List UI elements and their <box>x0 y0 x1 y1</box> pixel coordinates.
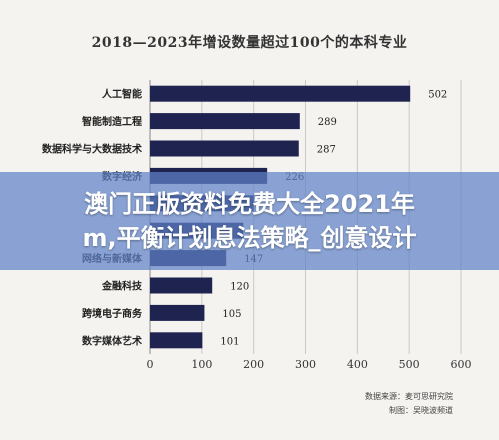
x-tick-label: 200 <box>243 358 264 371</box>
value-label: 105 <box>222 309 241 320</box>
value-label: 502 <box>428 90 447 101</box>
value-label: 120 <box>230 282 249 293</box>
value-label: 287 <box>317 145 336 156</box>
bar-2 <box>150 140 299 157</box>
x-tick-label: 300 <box>295 358 316 371</box>
category-label: 智能制造工程 <box>82 115 142 128</box>
bar-0 <box>150 85 411 102</box>
x-tick-label: 600 <box>451 358 472 371</box>
category-label: 金融科技 <box>101 280 143 293</box>
overlay-line-1: 澳门正版资料免费大全2021年 <box>84 190 415 218</box>
x-tick-label: 400 <box>347 358 368 371</box>
category-label: 跨境电子商务 <box>82 307 143 320</box>
category-label: 数据科学与大数据技术 <box>42 143 142 156</box>
overlay-line-2: m,平衡计划息法策略_创意设计 <box>82 224 417 252</box>
value-label: 289 <box>318 117 337 128</box>
chart-title: 2018—2023年增设数量超过100个的本科专业 <box>91 35 408 51</box>
x-tick-label: 0 <box>147 358 154 371</box>
x-tick-label: 500 <box>399 358 420 371</box>
overlay-banner: 澳门正版资料免费大全2021年 m,平衡计划息法策略_创意设计 <box>0 172 499 270</box>
value-label: 101 <box>220 336 239 347</box>
category-label: 数字媒体艺术 <box>82 334 142 347</box>
data-source-note: 数据来源：麦可思研究院 <box>365 392 453 401</box>
bar-7 <box>150 277 213 294</box>
made-by-note: 制图：吴晓波频道 <box>389 406 453 415</box>
x-tick-label: 100 <box>191 358 212 371</box>
bar-8 <box>150 304 205 321</box>
category-label: 人工智能 <box>102 88 142 101</box>
bar-1 <box>150 113 300 130</box>
bar-9 <box>150 332 203 349</box>
